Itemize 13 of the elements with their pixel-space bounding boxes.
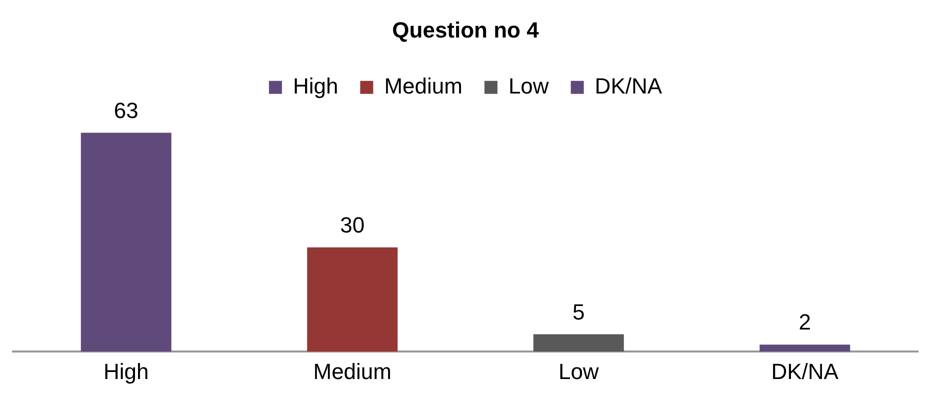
legend-label: DK/NA <box>594 73 662 98</box>
x-tick-label: High <box>104 358 149 384</box>
x-tick-label: Low <box>558 358 599 384</box>
chart-title: Question no 4 <box>392 17 540 42</box>
x-tick-label: Medium <box>313 358 392 384</box>
data-label: 30 <box>340 212 365 238</box>
legend-label: High <box>292 73 338 98</box>
data-label: 5 <box>572 299 585 324</box>
data-label: 63 <box>114 98 138 123</box>
legend-label: Low <box>508 73 549 98</box>
x-tick-label: DK/NA <box>771 358 839 384</box>
legend-label: Medium <box>384 73 462 98</box>
data-label: 2 <box>798 310 811 335</box>
